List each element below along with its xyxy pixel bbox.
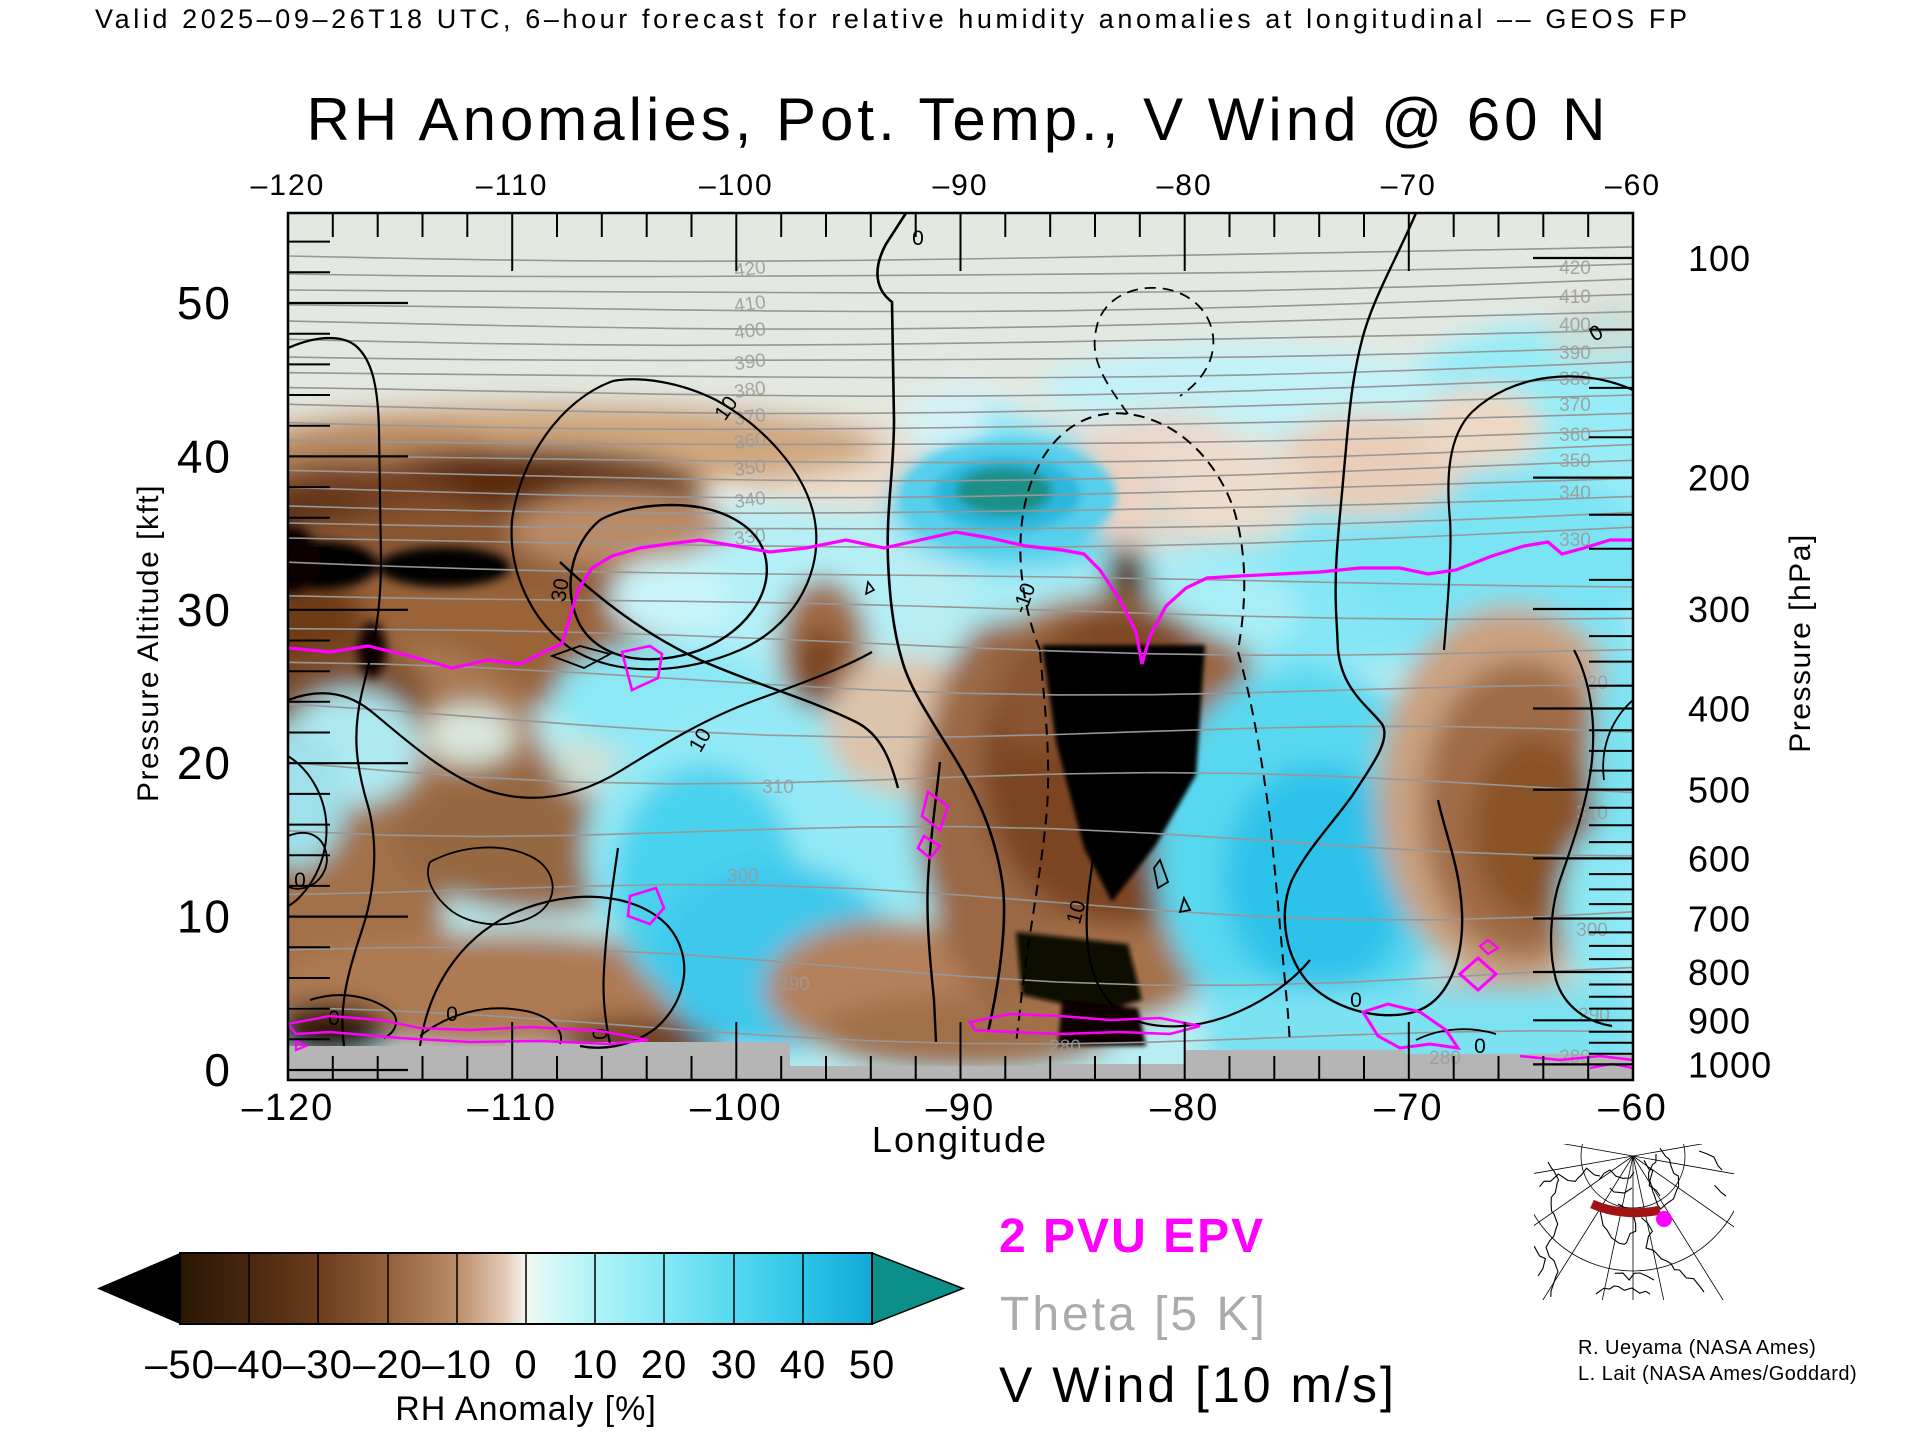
svg-text:V Wind [10 m/s]: V Wind [10 m/s] (999, 1357, 1397, 1413)
svg-text:0: 0 (204, 1044, 232, 1096)
svg-text:0: 0 (328, 1007, 340, 1030)
svg-text:–50: –50 (145, 1343, 215, 1387)
svg-text:–100: –100 (699, 169, 774, 202)
svg-text:20: 20 (641, 1343, 688, 1387)
svg-text:40: 40 (780, 1343, 827, 1387)
svg-text:–120: –120 (242, 1087, 335, 1129)
svg-text:Theta [5 K]: Theta [5 K] (1000, 1288, 1268, 1341)
svg-text:–40: –40 (214, 1343, 284, 1387)
svg-text:–90: –90 (932, 169, 988, 202)
svg-text:300: 300 (1576, 920, 1608, 941)
svg-text:400: 400 (1559, 315, 1591, 336)
svg-text:L. Lait (NASA Ames/Goddard): L. Lait (NASA Ames/Goddard) (1578, 1363, 1857, 1385)
svg-text:420: 420 (733, 257, 767, 282)
svg-text:0: 0 (294, 869, 306, 892)
svg-text:380: 380 (733, 378, 767, 403)
svg-text:1000: 1000 (1688, 1044, 1772, 1085)
svg-text:0: 0 (514, 1343, 537, 1387)
svg-text:200: 200 (1688, 458, 1751, 499)
svg-text:420: 420 (1559, 258, 1591, 279)
svg-text:600: 600 (1688, 838, 1751, 879)
svg-text:–80: –80 (1157, 169, 1213, 202)
svg-text:340: 340 (1559, 483, 1591, 504)
svg-text:350: 350 (733, 456, 767, 481)
svg-text:2 PVU EPV: 2 PVU EPV (999, 1210, 1265, 1263)
svg-text:RH Anomaly [%]: RH Anomaly [%] (395, 1390, 657, 1428)
svg-text:300: 300 (727, 866, 759, 887)
svg-text:Pressure [hPa]: Pressure [hPa] (1784, 533, 1817, 752)
svg-text:900: 900 (1688, 1000, 1751, 1041)
svg-text:10: 10 (177, 891, 232, 943)
svg-text:–60: –60 (1598, 1087, 1667, 1129)
svg-text:0: 0 (589, 1028, 612, 1040)
svg-text:50: 50 (849, 1343, 896, 1387)
svg-text:Pressure Altitude [kft]: Pressure Altitude [kft] (132, 484, 165, 802)
svg-text:290: 290 (778, 974, 810, 995)
svg-text:30: 30 (547, 577, 574, 604)
svg-text:340: 340 (733, 488, 767, 513)
svg-text:330: 330 (1559, 530, 1591, 551)
svg-text:–110: –110 (467, 1087, 557, 1129)
svg-text:100: 100 (1688, 238, 1751, 279)
svg-text:400: 400 (1688, 689, 1751, 730)
svg-text:–60: –60 (1605, 169, 1661, 202)
svg-text:390: 390 (1559, 343, 1591, 364)
svg-text:30: 30 (177, 584, 232, 636)
svg-text:410: 410 (733, 292, 767, 317)
svg-text:30: 30 (711, 1343, 758, 1387)
svg-text:390: 390 (733, 350, 767, 375)
svg-text:700: 700 (1688, 898, 1751, 939)
svg-text:–30: –30 (283, 1343, 353, 1387)
svg-text:0: 0 (1474, 1035, 1486, 1058)
svg-text:310: 310 (762, 777, 794, 798)
svg-text:–20: –20 (353, 1343, 423, 1387)
svg-text:10: 10 (572, 1343, 619, 1387)
svg-text:320: 320 (1576, 673, 1608, 694)
svg-text:–110: –110 (476, 169, 549, 202)
svg-text:400: 400 (733, 319, 767, 344)
svg-text:Longitude: Longitude (872, 1119, 1048, 1160)
svg-text:–70: –70 (1374, 1087, 1443, 1129)
svg-text:0: 0 (446, 1003, 458, 1026)
svg-text:–100: –100 (690, 1087, 783, 1129)
svg-text:–120: –120 (251, 169, 326, 202)
svg-text:0: 0 (1350, 989, 1362, 1012)
svg-text:280: 280 (1049, 1037, 1081, 1058)
svg-text:RH Anomalies, Pot. Temp., V Wi: RH Anomalies, Pot. Temp., V Wind @ 60 N (307, 86, 1610, 153)
svg-text:–10: –10 (422, 1343, 492, 1387)
svg-text:40: 40 (177, 430, 232, 482)
svg-text:–80: –80 (1150, 1087, 1219, 1129)
svg-text:50: 50 (177, 277, 232, 329)
svg-text:410: 410 (1559, 287, 1591, 308)
svg-text:500: 500 (1688, 770, 1751, 811)
svg-text:280: 280 (1429, 1048, 1461, 1069)
svg-text:370: 370 (1559, 395, 1591, 416)
svg-text:370: 370 (733, 405, 767, 430)
svg-text:800: 800 (1688, 952, 1751, 993)
svg-text:300: 300 (1688, 589, 1751, 630)
svg-text:350: 350 (1559, 451, 1591, 472)
svg-text:Valid 2025–09–26T18 UTC, 6–hou: Valid 2025–09–26T18 UTC, 6–hour forecast… (95, 4, 1691, 34)
svg-text:R. Ueyama (NASA Ames): R. Ueyama (NASA Ames) (1578, 1337, 1816, 1359)
svg-text:0: 0 (912, 227, 924, 250)
svg-text:380: 380 (1559, 369, 1591, 390)
svg-text:20: 20 (177, 737, 232, 789)
svg-text:–70: –70 (1381, 169, 1437, 202)
svg-text:360: 360 (1559, 425, 1591, 446)
svg-text:–90: –90 (926, 1087, 995, 1129)
